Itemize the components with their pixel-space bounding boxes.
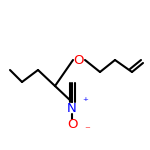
Text: ⁺: ⁺ (82, 97, 88, 107)
Text: O: O (74, 54, 84, 66)
Text: N: N (67, 102, 77, 114)
Text: ⁻: ⁻ (84, 125, 90, 135)
Text: O: O (67, 118, 77, 132)
